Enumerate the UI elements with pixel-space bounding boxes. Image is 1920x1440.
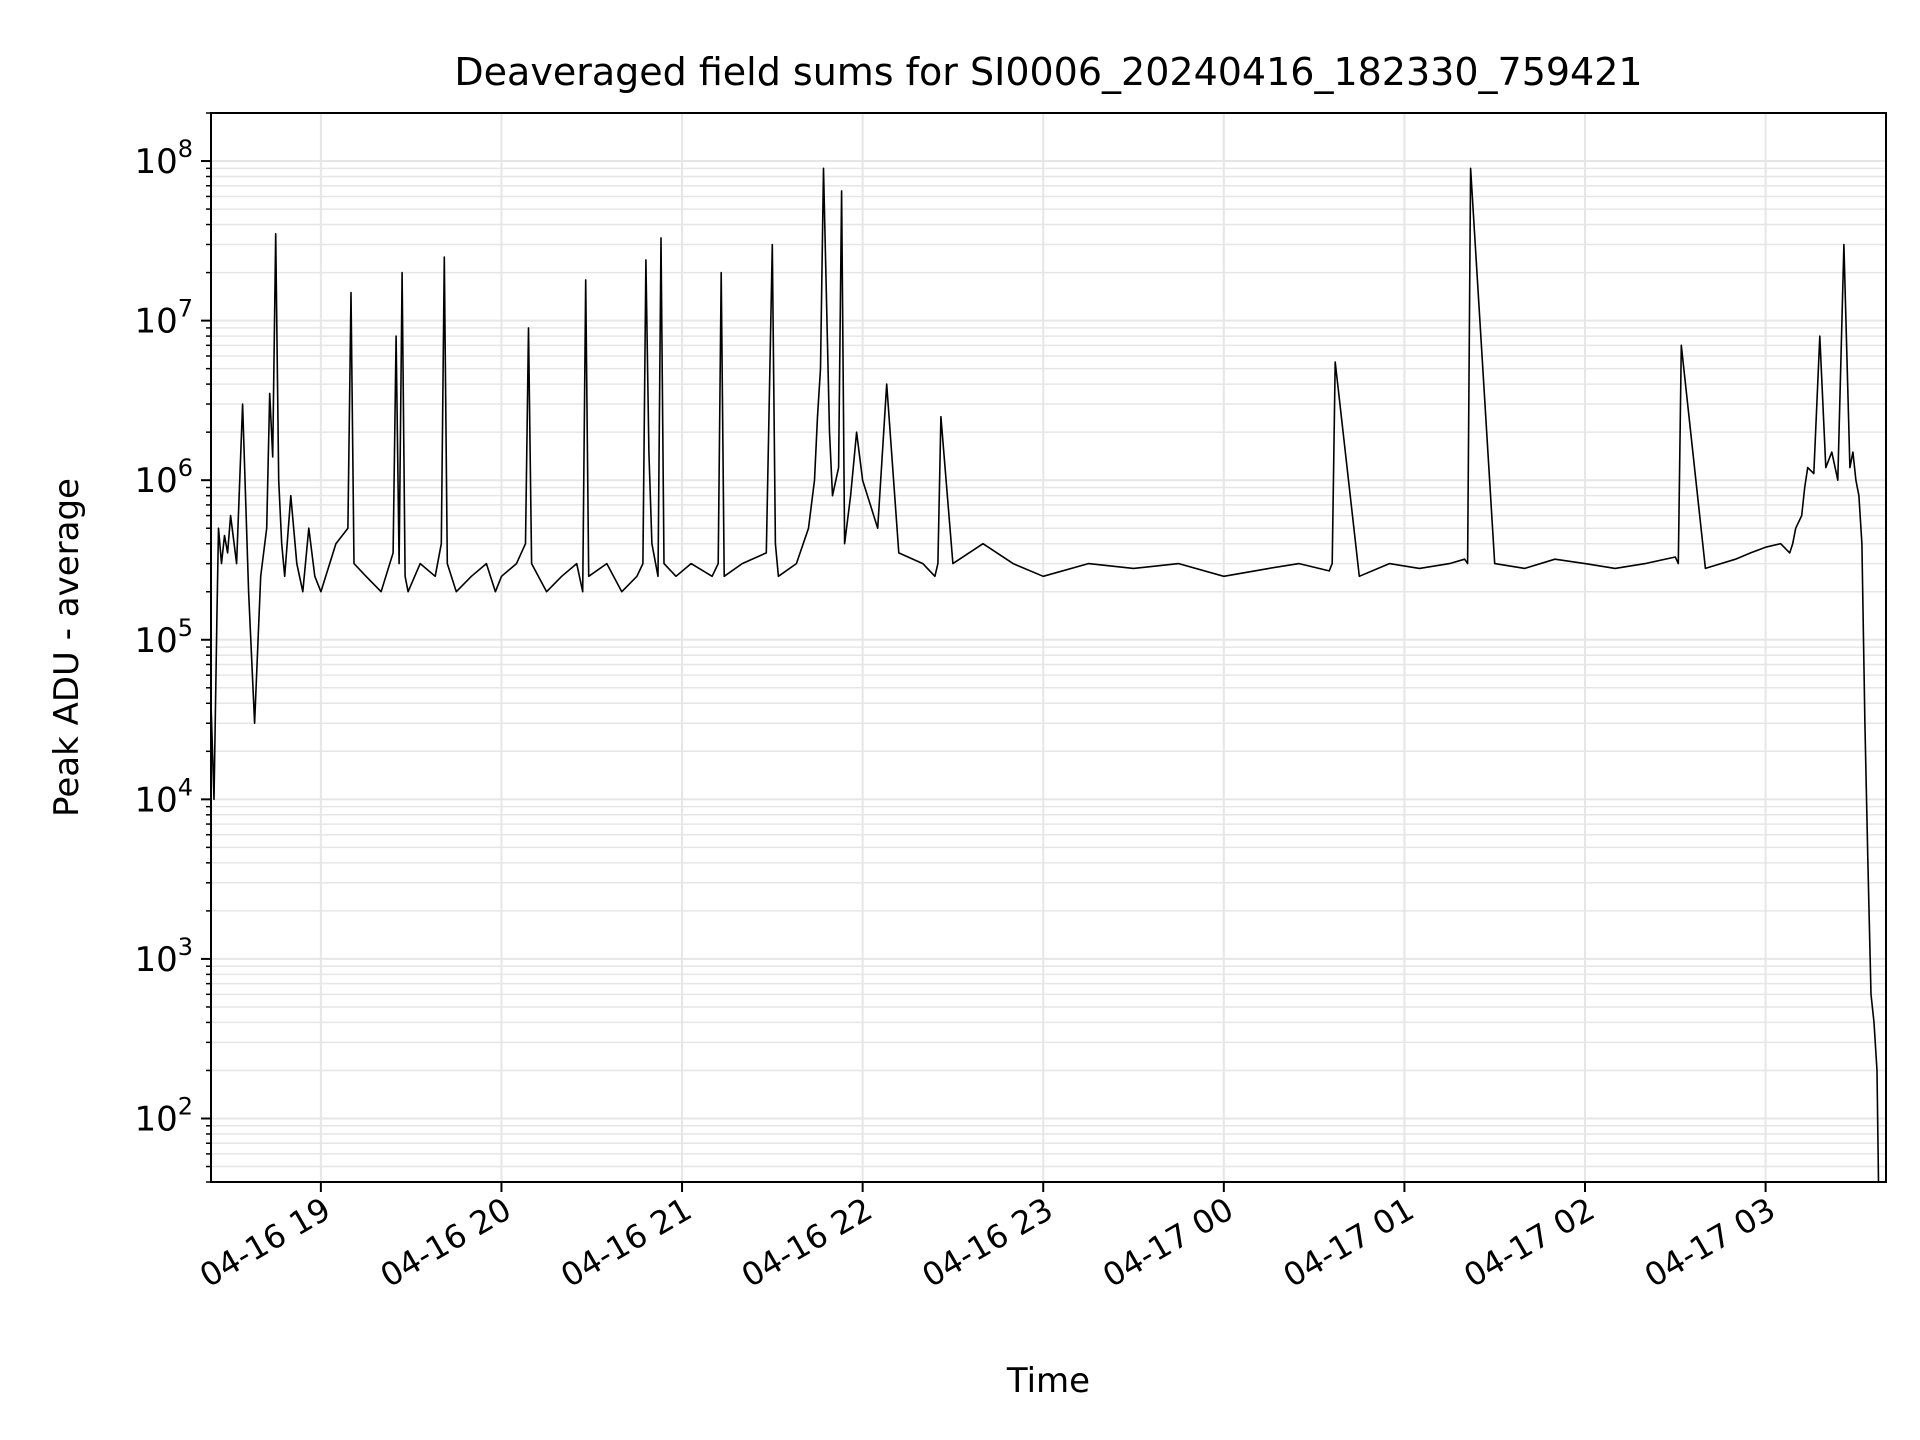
y-tick-label-exponent: 6	[178, 454, 193, 482]
x-tick-label: 04-17 00	[1096, 1190, 1240, 1295]
grid-layer	[211, 112, 1886, 1183]
y-tick-label-base: 10	[134, 461, 177, 501]
data-layer	[210, 167, 1880, 1183]
y-tick-label-base: 10	[134, 621, 177, 661]
y-tick-label-base: 10	[134, 142, 177, 182]
x-tick-label: 04-17 01	[1277, 1190, 1421, 1295]
y-tick-label: 107	[134, 295, 193, 342]
y-tick-label: 104	[134, 773, 193, 820]
series-line	[210, 167, 1880, 1183]
x-tick-label: 04-16 20	[374, 1190, 518, 1295]
y-tick-label: 103	[134, 933, 193, 980]
x-tick-label: 04-16 21	[554, 1190, 698, 1295]
y-tick-label: 102	[134, 1092, 193, 1139]
y-tick-label: 106	[134, 454, 193, 501]
y-tick-label-exponent: 3	[178, 933, 193, 961]
y-tick-label-exponent: 4	[178, 773, 193, 801]
x-axis-label: Time	[1006, 1361, 1090, 1401]
y-tick-label-base: 10	[134, 780, 177, 820]
x-tick-label: 04-16 19	[193, 1190, 337, 1295]
x-tick-label: 04-17 02	[1457, 1190, 1601, 1295]
y-tick-label: 105	[134, 614, 193, 661]
y-tick-label-base: 10	[134, 1099, 177, 1139]
y-tick-label-exponent: 8	[178, 135, 193, 163]
y-axis-label: Peak ADU - average	[47, 478, 87, 817]
x-tick-label: 04-16 23	[916, 1190, 1060, 1295]
y-tick-label-exponent: 5	[178, 614, 193, 642]
x-tick-label: 04-17 03	[1638, 1190, 1782, 1295]
y-tick-label-base: 10	[134, 940, 177, 980]
y-tick-label-base: 10	[134, 302, 177, 342]
y-tick-label-exponent: 2	[178, 1092, 193, 1120]
chart-title: Deaveraged field sums for SI0006_2024041…	[454, 50, 1642, 94]
x-tick-label: 04-16 22	[735, 1190, 879, 1295]
y-tick-label: 108	[134, 135, 193, 182]
y-tick-label-exponent: 7	[178, 295, 193, 323]
